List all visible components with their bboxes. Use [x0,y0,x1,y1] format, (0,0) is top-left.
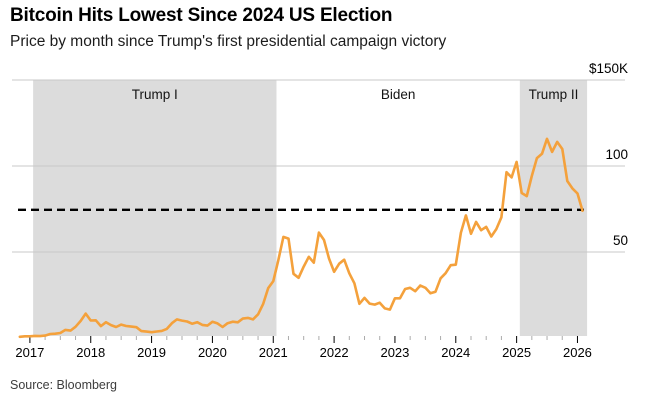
x-axis-label-2021: 2021 [258,345,288,360]
band-label-trump-1: Trump I [131,87,178,102]
y-axis-label-50: 50 [612,233,628,248]
x-axis-label-2022: 2022 [319,345,349,360]
x-axis-label-2024: 2024 [441,345,471,360]
x-axis-label-2017: 2017 [15,345,45,360]
x-axis-label-2020: 2020 [197,345,227,360]
x-axis-label-2025: 2025 [502,345,532,360]
x-axis-label-2018: 2018 [76,345,106,360]
chart-subtitle: Price by month since Trump's first presi… [10,33,447,50]
source-attribution: Source: Bloomberg [10,378,118,392]
band-label-trump-2: Trump II [528,87,579,102]
x-axis-label-2026: 2026 [562,345,592,360]
chart-title: Bitcoin Hits Lowest Since 2024 US Electi… [10,5,393,26]
band-label-biden: Biden [380,87,416,102]
x-axis-label-2023: 2023 [380,345,410,360]
y-axis-label-150k: $150K [588,61,628,76]
bitcoin-price-line [18,137,584,339]
presidency-band-trump-i [33,80,277,336]
y-axis-label-100: 100 [605,147,628,162]
presidency-band-trump-ii [519,80,588,336]
x-axis-label-2019: 2019 [137,345,167,360]
